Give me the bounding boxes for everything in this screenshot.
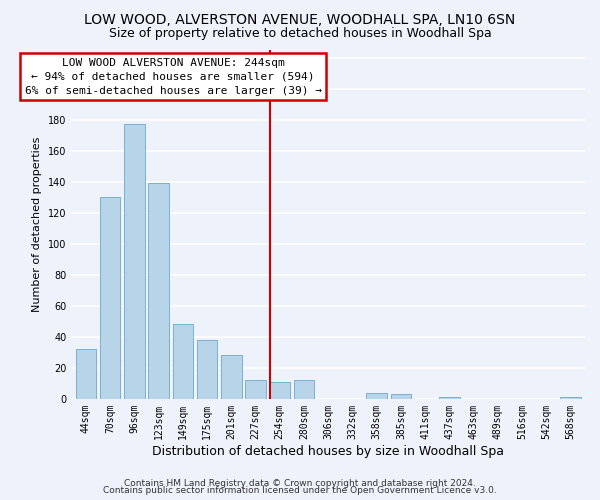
Text: Size of property relative to detached houses in Woodhall Spa: Size of property relative to detached ho… xyxy=(109,28,491,40)
Bar xyxy=(439,398,460,399)
Bar xyxy=(148,184,169,399)
Bar xyxy=(76,349,96,399)
Bar xyxy=(245,380,266,399)
Bar xyxy=(367,392,387,399)
Text: Contains public sector information licensed under the Open Government Licence v3: Contains public sector information licen… xyxy=(103,486,497,495)
X-axis label: Distribution of detached houses by size in Woodhall Spa: Distribution of detached houses by size … xyxy=(152,444,504,458)
Bar xyxy=(197,340,217,399)
Bar xyxy=(293,380,314,399)
Y-axis label: Number of detached properties: Number of detached properties xyxy=(32,136,43,312)
Bar xyxy=(391,394,411,399)
Bar xyxy=(173,324,193,399)
Text: LOW WOOD, ALVERSTON AVENUE, WOODHALL SPA, LN10 6SN: LOW WOOD, ALVERSTON AVENUE, WOODHALL SPA… xyxy=(85,12,515,26)
Text: Contains HM Land Registry data © Crown copyright and database right 2024.: Contains HM Land Registry data © Crown c… xyxy=(124,478,476,488)
Bar xyxy=(124,124,145,399)
Bar xyxy=(560,398,581,399)
Text: LOW WOOD ALVERSTON AVENUE: 244sqm
← 94% of detached houses are smaller (594)
6% : LOW WOOD ALVERSTON AVENUE: 244sqm ← 94% … xyxy=(25,58,322,96)
Bar xyxy=(100,198,121,399)
Bar xyxy=(221,356,242,399)
Bar xyxy=(269,382,290,399)
